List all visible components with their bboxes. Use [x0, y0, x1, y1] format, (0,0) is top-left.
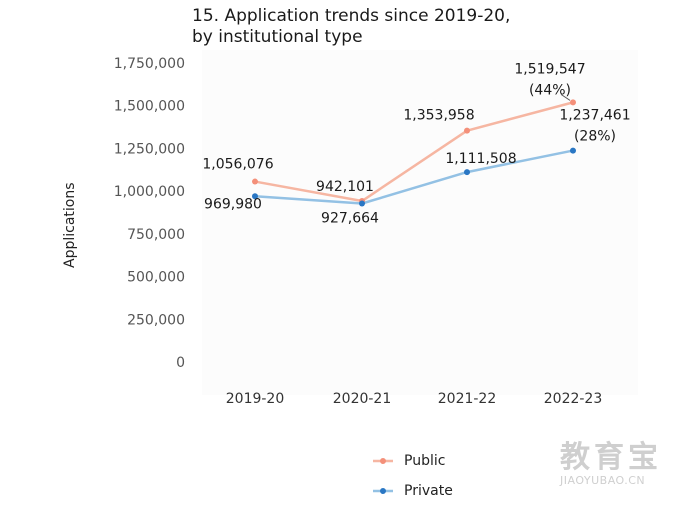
data-label-public: 942,101: [316, 179, 374, 195]
legend-label-private: Private: [404, 483, 453, 499]
legend-swatch-public: [373, 458, 393, 464]
data-point-private: [570, 147, 576, 154]
data-label-private: 927,664: [321, 211, 379, 227]
change-label-private: (28%): [574, 129, 616, 145]
y-tick-label: 750,000: [127, 227, 185, 243]
x-tick-label: 2020-21: [333, 391, 392, 407]
data-label-private: 969,980: [204, 196, 262, 212]
data-point-public: [570, 99, 576, 106]
data-point-public: [252, 178, 258, 185]
chart-title: 15. Application trends since 2019-20, by…: [192, 6, 510, 48]
x-axis-ticks: 2019-20 2020-21 2021-22 2022-23: [226, 391, 603, 407]
x-tick-label: 2021-22: [438, 391, 497, 407]
y-tick-label: 1,250,000: [114, 141, 185, 157]
plot-area: [202, 50, 638, 395]
y-tick-label: 1,500,000: [114, 99, 185, 115]
series-markers: [252, 99, 576, 207]
data-label-public: 1,353,958: [403, 108, 474, 124]
series-lines: [254, 101, 574, 205]
data-point-private: [359, 200, 365, 207]
y-tick-label: 500,000: [127, 270, 185, 286]
leader-line: [560, 93, 571, 101]
y-tick-label: 1,750,000: [114, 56, 185, 72]
legend: Public Private: [372, 446, 453, 506]
chart-title-line-2: by institutional type: [192, 27, 363, 47]
data-label-private: 1,111,508: [445, 151, 516, 167]
data-point-public: [464, 127, 470, 134]
x-tick-label: 2022-23: [544, 391, 603, 407]
legend-item-private[interactable]: Private: [372, 476, 453, 506]
data-point-private: [464, 169, 470, 176]
series-line-public: [254, 101, 574, 203]
data-labels: 1,056,076 942,101 1,353,958 1,519,547 (44%) 9…: [202, 61, 630, 226]
line-chart: 0 250,000 500,000 750,000 1,000,000 1,250,000…: [113, 50, 638, 407]
y-tick-label: 0: [176, 355, 185, 371]
chart-title-line-1: 15. Application trends since 2019-20,: [192, 6, 511, 26]
x-tick-label: 2019-20: [226, 391, 285, 407]
data-label-public: 1,519,547: [514, 61, 585, 77]
watermark-logo: 教育宝 JIAOYUBAO.CN: [560, 432, 662, 487]
change-label-public: (44%): [529, 82, 571, 98]
y-axis-ticks: 0 250,000 500,000 750,000 1,000,000 1,250,000…: [114, 56, 185, 371]
data-point-private: [252, 193, 258, 200]
legend-label-public: Public: [404, 453, 446, 469]
y-tick-label: 250,000: [127, 312, 185, 328]
legend-swatch-private: [373, 488, 393, 494]
series-line-private: [254, 149, 574, 205]
data-label-private: 1,237,461: [559, 108, 630, 124]
y-tick-label: 1,000,000: [114, 184, 185, 200]
watermark-main: 教育宝: [560, 440, 662, 475]
legend-item-public[interactable]: Public: [372, 446, 453, 476]
watermark-sub: JIAOYUBAO.CN: [560, 474, 646, 487]
data-label-public: 1,056,076: [202, 157, 273, 173]
